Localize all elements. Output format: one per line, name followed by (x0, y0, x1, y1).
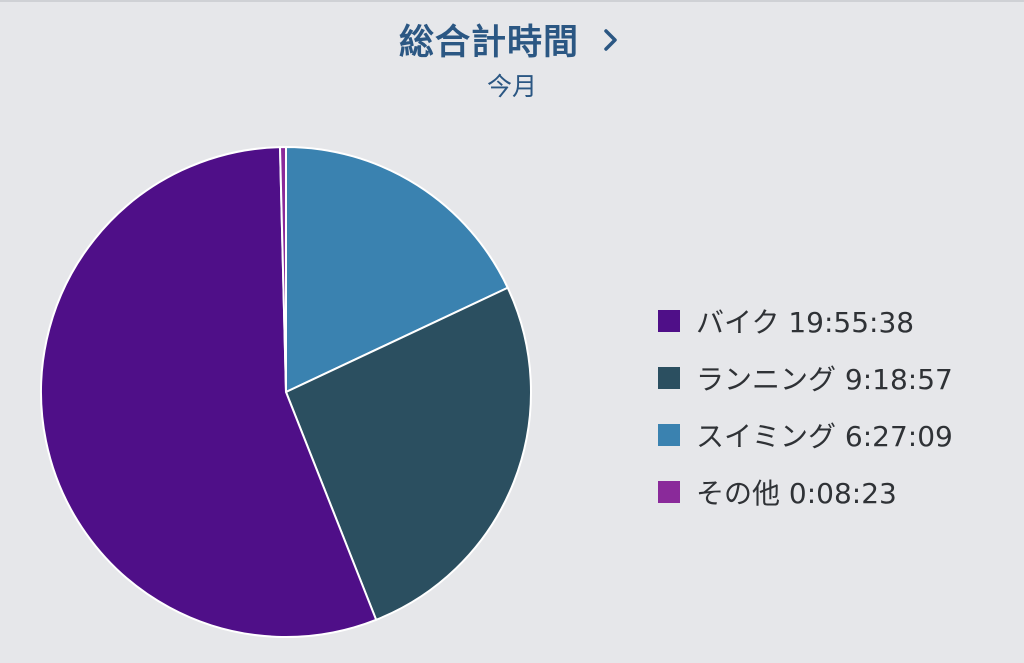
legend-label: その他 0:08:23 (696, 472, 897, 512)
legend-label: バイク 19:55:38 (696, 301, 914, 341)
pie-slice-2 (285, 146, 509, 393)
pie-slice-0 (40, 146, 378, 638)
total-time-title-link[interactable]: 総合計時間 (399, 14, 625, 65)
legend-item: ランニング 9:18:57 (658, 352, 953, 404)
legend-series-value: 19:55:38 (788, 306, 915, 339)
legend-item: その他 0:08:23 (658, 466, 953, 518)
chart-header: 総合計時間 今月 (0, 14, 1024, 103)
legend-series-name: スイミング (696, 420, 837, 453)
legend-series-value: 0:08:23 (788, 477, 897, 510)
legend-item: スイミング 6:27:09 (658, 409, 953, 461)
chart-legend: バイク 19:55:38 ランニング 9:18:57 スイミング 6:27:09 その… (658, 295, 953, 523)
chevron-right-icon (604, 28, 617, 51)
legend-item: バイク 19:55:38 (658, 295, 953, 347)
chart-title: 総合計時間 (398, 23, 579, 63)
legend-swatch (658, 310, 680, 332)
legend-series-name: バイク (696, 306, 780, 339)
legend-series-name: ランニング (696, 363, 837, 396)
legend-series-name: その他 (696, 477, 781, 510)
pie-slice-3 (279, 145, 287, 393)
chart-subtitle: 今月 (486, 72, 537, 101)
top-frame-border (0, 0, 1024, 2)
legend-series-value: 9:18:57 (844, 363, 953, 396)
legend-series-value: 6:27:09 (844, 420, 953, 453)
legend-swatch (658, 481, 680, 503)
legend-label: スイミング 6:27:09 (696, 415, 953, 455)
legend-swatch (658, 424, 680, 446)
legend-swatch (658, 367, 680, 389)
pie-slice-1 (285, 286, 532, 621)
legend-label: ランニング 9:18:57 (696, 358, 953, 398)
